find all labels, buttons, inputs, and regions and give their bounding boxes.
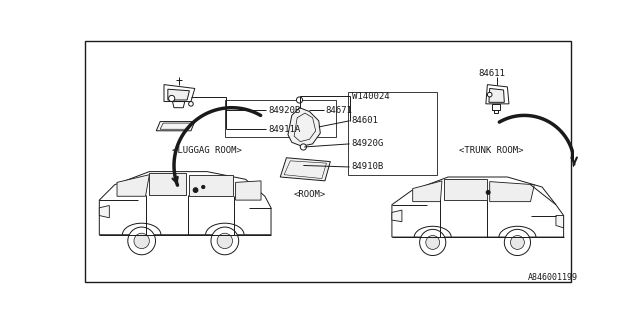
Text: <LUGGAG ROOM>: <LUGGAG ROOM> — [172, 146, 243, 155]
Circle shape — [511, 236, 524, 249]
Text: 84671: 84671 — [326, 106, 353, 115]
Circle shape — [296, 97, 303, 103]
Polygon shape — [392, 210, 402, 222]
Circle shape — [189, 101, 193, 106]
Polygon shape — [189, 175, 232, 196]
Polygon shape — [489, 88, 504, 102]
Text: 84910B: 84910B — [352, 163, 384, 172]
Polygon shape — [413, 181, 442, 202]
Circle shape — [211, 227, 239, 255]
Circle shape — [193, 188, 198, 192]
Polygon shape — [490, 182, 534, 202]
Text: 84601: 84601 — [352, 116, 379, 125]
Polygon shape — [99, 205, 109, 218]
Bar — [348, 92, 436, 175]
Circle shape — [420, 229, 446, 256]
Text: <ROOM>: <ROOM> — [294, 190, 326, 199]
Circle shape — [202, 186, 205, 188]
Polygon shape — [444, 179, 486, 200]
Polygon shape — [156, 122, 195, 131]
Circle shape — [134, 233, 149, 249]
Circle shape — [486, 190, 490, 194]
Polygon shape — [168, 89, 189, 100]
Circle shape — [488, 92, 492, 97]
Circle shape — [426, 236, 440, 249]
Text: 84911A: 84911A — [268, 125, 300, 134]
Circle shape — [168, 95, 175, 101]
Polygon shape — [117, 175, 149, 196]
Text: 84920G: 84920G — [352, 140, 384, 148]
Bar — [225, 100, 337, 137]
Circle shape — [217, 233, 232, 249]
Polygon shape — [556, 215, 564, 228]
Text: 84920B: 84920B — [268, 106, 300, 115]
Text: <TRUNK ROOM>: <TRUNK ROOM> — [459, 146, 524, 155]
Circle shape — [300, 144, 307, 150]
Text: 84611: 84611 — [478, 68, 505, 77]
Text: A846001199: A846001199 — [528, 273, 578, 282]
Polygon shape — [236, 181, 261, 200]
Circle shape — [128, 227, 156, 255]
Circle shape — [504, 229, 531, 256]
Polygon shape — [288, 108, 320, 146]
Polygon shape — [280, 158, 330, 181]
Polygon shape — [149, 173, 186, 195]
Text: W140024: W140024 — [352, 92, 390, 101]
